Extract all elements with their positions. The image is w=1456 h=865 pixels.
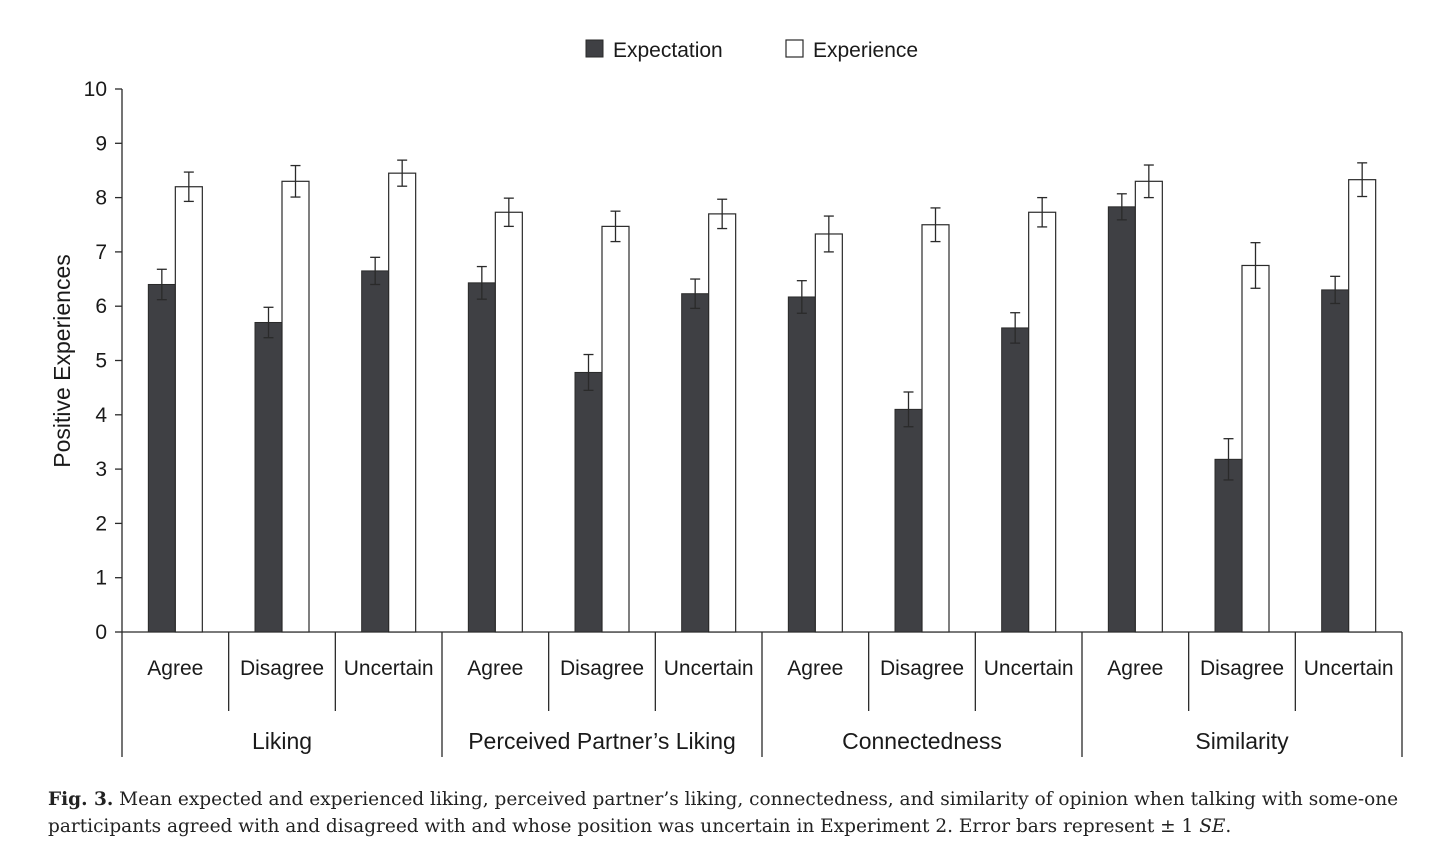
category-label: Agree: [787, 657, 843, 680]
y-tick-label: 7: [95, 241, 107, 264]
bar-expectation: [361, 270, 390, 633]
figure-caption: Fig. 3. Mean expected and experienced li…: [48, 786, 1408, 840]
bar-expectation: [574, 371, 603, 633]
bar-expectation: [1214, 458, 1243, 633]
bar-experience: [494, 211, 523, 633]
bar-experience: [1241, 264, 1270, 633]
y-tick-label: 4: [95, 404, 107, 427]
y-tick-label: 1: [95, 567, 107, 590]
y-tick-label: 3: [95, 458, 107, 481]
bar-expectation: [1001, 327, 1030, 633]
caption-text-2: .: [1225, 816, 1232, 837]
legend-swatch-experience: [785, 39, 804, 58]
bar-experience: [281, 180, 310, 633]
y-tick-label: 5: [95, 350, 107, 373]
bar-experience: [1134, 180, 1163, 633]
figure-label: Fig. 3.: [48, 789, 114, 810]
category-label: Disagree: [880, 657, 964, 680]
legend-swatch-expectation: [585, 39, 604, 58]
bar-expectation: [147, 283, 176, 633]
y-tick-label: 6: [95, 295, 107, 318]
category-label: Agree: [467, 657, 523, 680]
category-label: Disagree: [240, 657, 324, 680]
bar-experience: [708, 213, 737, 633]
category-label: Disagree: [1200, 657, 1284, 680]
bar-expectation: [1321, 289, 1350, 633]
category-label: Agree: [147, 657, 203, 680]
bar-experience: [921, 224, 950, 633]
group-label: Connectedness: [842, 728, 1002, 754]
category-label: Uncertain: [984, 657, 1074, 680]
group-label: Perceived Partner’s Liking: [468, 728, 736, 754]
category-label: Agree: [1107, 657, 1163, 680]
group-label: Liking: [252, 728, 312, 754]
y-tick-label: 9: [95, 132, 107, 155]
bar-experience: [1348, 179, 1377, 633]
category-label: Uncertain: [344, 657, 434, 680]
caption-se-label: SE: [1199, 816, 1226, 837]
bar-experience: [388, 172, 417, 633]
y-axis-title: Positive Experiences: [49, 254, 75, 468]
bar-expectation: [681, 293, 710, 633]
bar-experience: [814, 233, 843, 633]
bar-expectation: [787, 296, 816, 633]
bar-experience: [174, 186, 203, 633]
legend-label-experience: Experience: [813, 39, 918, 62]
bar-experience: [601, 225, 630, 633]
legend-label-expectation: Expectation: [613, 39, 723, 62]
bar-expectation: [894, 408, 923, 633]
bar-expectation: [467, 282, 496, 633]
caption-text-1: Mean expected and experienced liking, pe…: [48, 789, 1399, 837]
bar-expectation: [1107, 206, 1136, 633]
bar-chart: Expectation Experience 0 1 2 3 4 5 6 7 8 9 10 Positiv…: [49, 39, 1403, 757]
category-label: Uncertain: [1304, 657, 1394, 680]
y-tick-label: 2: [95, 512, 107, 535]
y-tick-label: 8: [95, 187, 107, 210]
group-label: Similarity: [1195, 728, 1289, 754]
y-tick-label: 0: [95, 621, 107, 644]
category-label: Uncertain: [664, 657, 754, 680]
category-label: Disagree: [560, 657, 644, 680]
bar-experience: [1028, 211, 1057, 633]
bar-expectation: [254, 321, 283, 633]
y-tick-label: 10: [84, 78, 107, 101]
